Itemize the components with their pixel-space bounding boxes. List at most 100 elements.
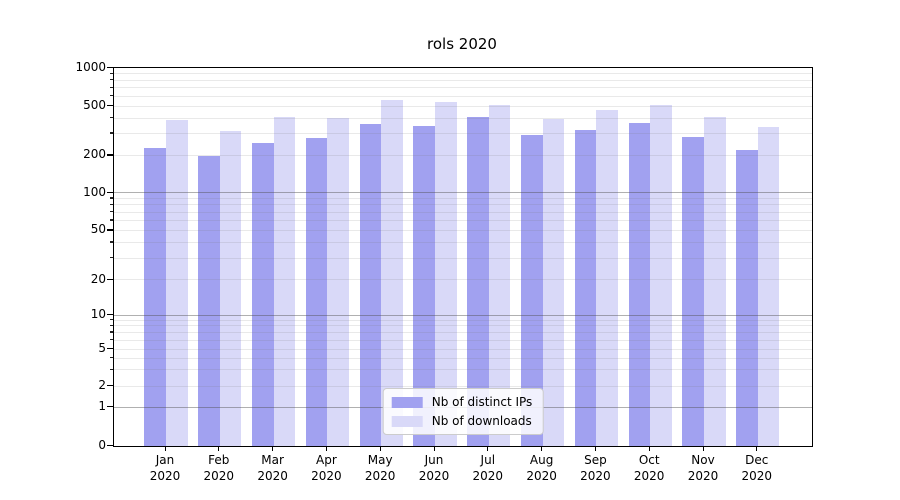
x-tick-label: Dec 2020	[741, 453, 773, 483]
y-minor-tick	[110, 357, 113, 359]
y-tick-label: 20	[90, 271, 106, 286]
y-minor-tick	[110, 257, 113, 259]
legend-label-downloads: Nb of downloads	[431, 414, 532, 428]
minor-gridline	[114, 357, 812, 359]
plot-area: Nb of distinct IPs Nb of downloads	[113, 67, 813, 447]
minor-gridline	[114, 154, 812, 156]
minor-gridline	[114, 348, 812, 350]
y-minor-tick	[110, 197, 113, 199]
minor-gridline	[114, 73, 812, 75]
minor-gridline	[114, 105, 812, 107]
legend-item-downloads: Nb of downloads	[391, 414, 533, 428]
y-tick	[107, 104, 113, 107]
minor-gridline	[114, 257, 812, 259]
y-minor-tick	[110, 94, 113, 97]
minor-gridline	[114, 319, 812, 321]
minor-gridline	[114, 229, 812, 231]
minor-gridline	[114, 369, 812, 371]
bar-jun-distinct-ips	[413, 125, 435, 446]
x-tick-label: Feb 2020	[203, 453, 235, 483]
bar-may-distinct-ips	[359, 123, 382, 446]
minor-gridline	[114, 95, 812, 97]
x-tick-label: Sep 2020	[580, 453, 611, 483]
y-tick-label: 0	[98, 438, 106, 452]
x-tick-label: Nov 2020	[687, 453, 719, 483]
y-minor-tick	[110, 79, 113, 81]
bar-apr-distinct-ips	[305, 138, 328, 446]
y-minor-tick	[110, 324, 113, 327]
x-tick	[648, 446, 650, 451]
y-minor-tick	[110, 72, 113, 74]
x-tick	[541, 446, 543, 451]
y-minor-tick	[110, 368, 113, 370]
y-tick	[107, 67, 113, 69]
minor-gridline	[114, 279, 812, 281]
x-tick-label: Jun 2020	[418, 453, 450, 483]
x-tick	[218, 446, 220, 451]
y-minor-tick	[110, 241, 113, 243]
minor-gridline	[114, 332, 812, 333]
y-tick	[107, 405, 113, 408]
legend-swatch-distinct-ips	[391, 396, 423, 408]
minor-gridline	[114, 325, 812, 327]
bar-dec-distinct-ips	[736, 150, 758, 446]
bar-feb-downloads	[219, 130, 242, 446]
y-tick-label: 10	[90, 306, 106, 321]
x-tick-label: Aug 2020	[526, 453, 557, 483]
bar-aug-downloads	[542, 119, 565, 446]
y-minor-tick	[110, 331, 113, 333]
y-tick-label: 100	[83, 184, 106, 199]
y-tick-label: 1000	[75, 60, 106, 74]
minor-gridline	[114, 339, 812, 341]
y-tick-label: 200	[83, 147, 106, 162]
legend: Nb of distinct IPs Nb of downloads	[382, 388, 544, 435]
y-tick-label: 2	[98, 378, 106, 392]
bar-apr-downloads	[327, 118, 350, 446]
y-tick	[107, 229, 113, 231]
bar-nov-distinct-ips	[682, 137, 704, 446]
bar-may-downloads	[381, 100, 403, 446]
x-tick	[164, 446, 166, 451]
x-tick-label: May 2020	[364, 453, 396, 483]
bar-sep-distinct-ips	[574, 129, 597, 446]
minor-gridline	[114, 87, 812, 89]
x-tick-label: Jan 2020	[149, 453, 181, 483]
bar-mar-distinct-ips	[251, 143, 274, 446]
minor-gridline	[114, 117, 812, 119]
bar-oct-distinct-ips	[628, 122, 651, 446]
major-gridline	[114, 314, 812, 316]
y-tick	[107, 191, 113, 193]
x-tick-label: Jul 2020	[472, 453, 504, 483]
minor-gridline	[114, 197, 812, 199]
x-tick	[702, 446, 704, 451]
minor-gridline	[114, 241, 812, 243]
x-tick-label: Mar 2020	[257, 453, 288, 483]
y-minor-tick	[110, 203, 113, 206]
bar-jan-downloads	[166, 120, 188, 446]
bar-aug-distinct-ips	[520, 135, 543, 446]
y-tick-label: 500	[83, 97, 106, 112]
bar-jun-downloads	[435, 102, 457, 446]
x-tick	[594, 446, 597, 451]
minor-gridline	[114, 79, 812, 81]
bar-jul-distinct-ips	[467, 116, 489, 446]
y-minor-tick	[110, 86, 113, 88]
legend-label-distinct-ips: Nb of distinct IPs	[431, 395, 533, 409]
minor-gridline	[114, 204, 812, 206]
y-tick	[107, 445, 113, 447]
y-tick	[107, 154, 113, 156]
y-tick-label: 5	[98, 341, 106, 355]
x-tick-label: Oct 2020	[633, 453, 665, 483]
x-tick	[756, 446, 758, 451]
y-minor-tick	[110, 211, 113, 213]
y-tick	[107, 348, 113, 350]
minor-gridline	[114, 211, 812, 213]
x-tick	[325, 446, 328, 451]
x-tick-label: Apr 2020	[311, 453, 342, 483]
y-tick-label: 1	[98, 398, 106, 413]
bar-oct-downloads	[650, 105, 672, 446]
minor-gridline	[114, 219, 812, 221]
y-tick	[107, 313, 113, 316]
bar-jul-downloads	[488, 104, 511, 446]
